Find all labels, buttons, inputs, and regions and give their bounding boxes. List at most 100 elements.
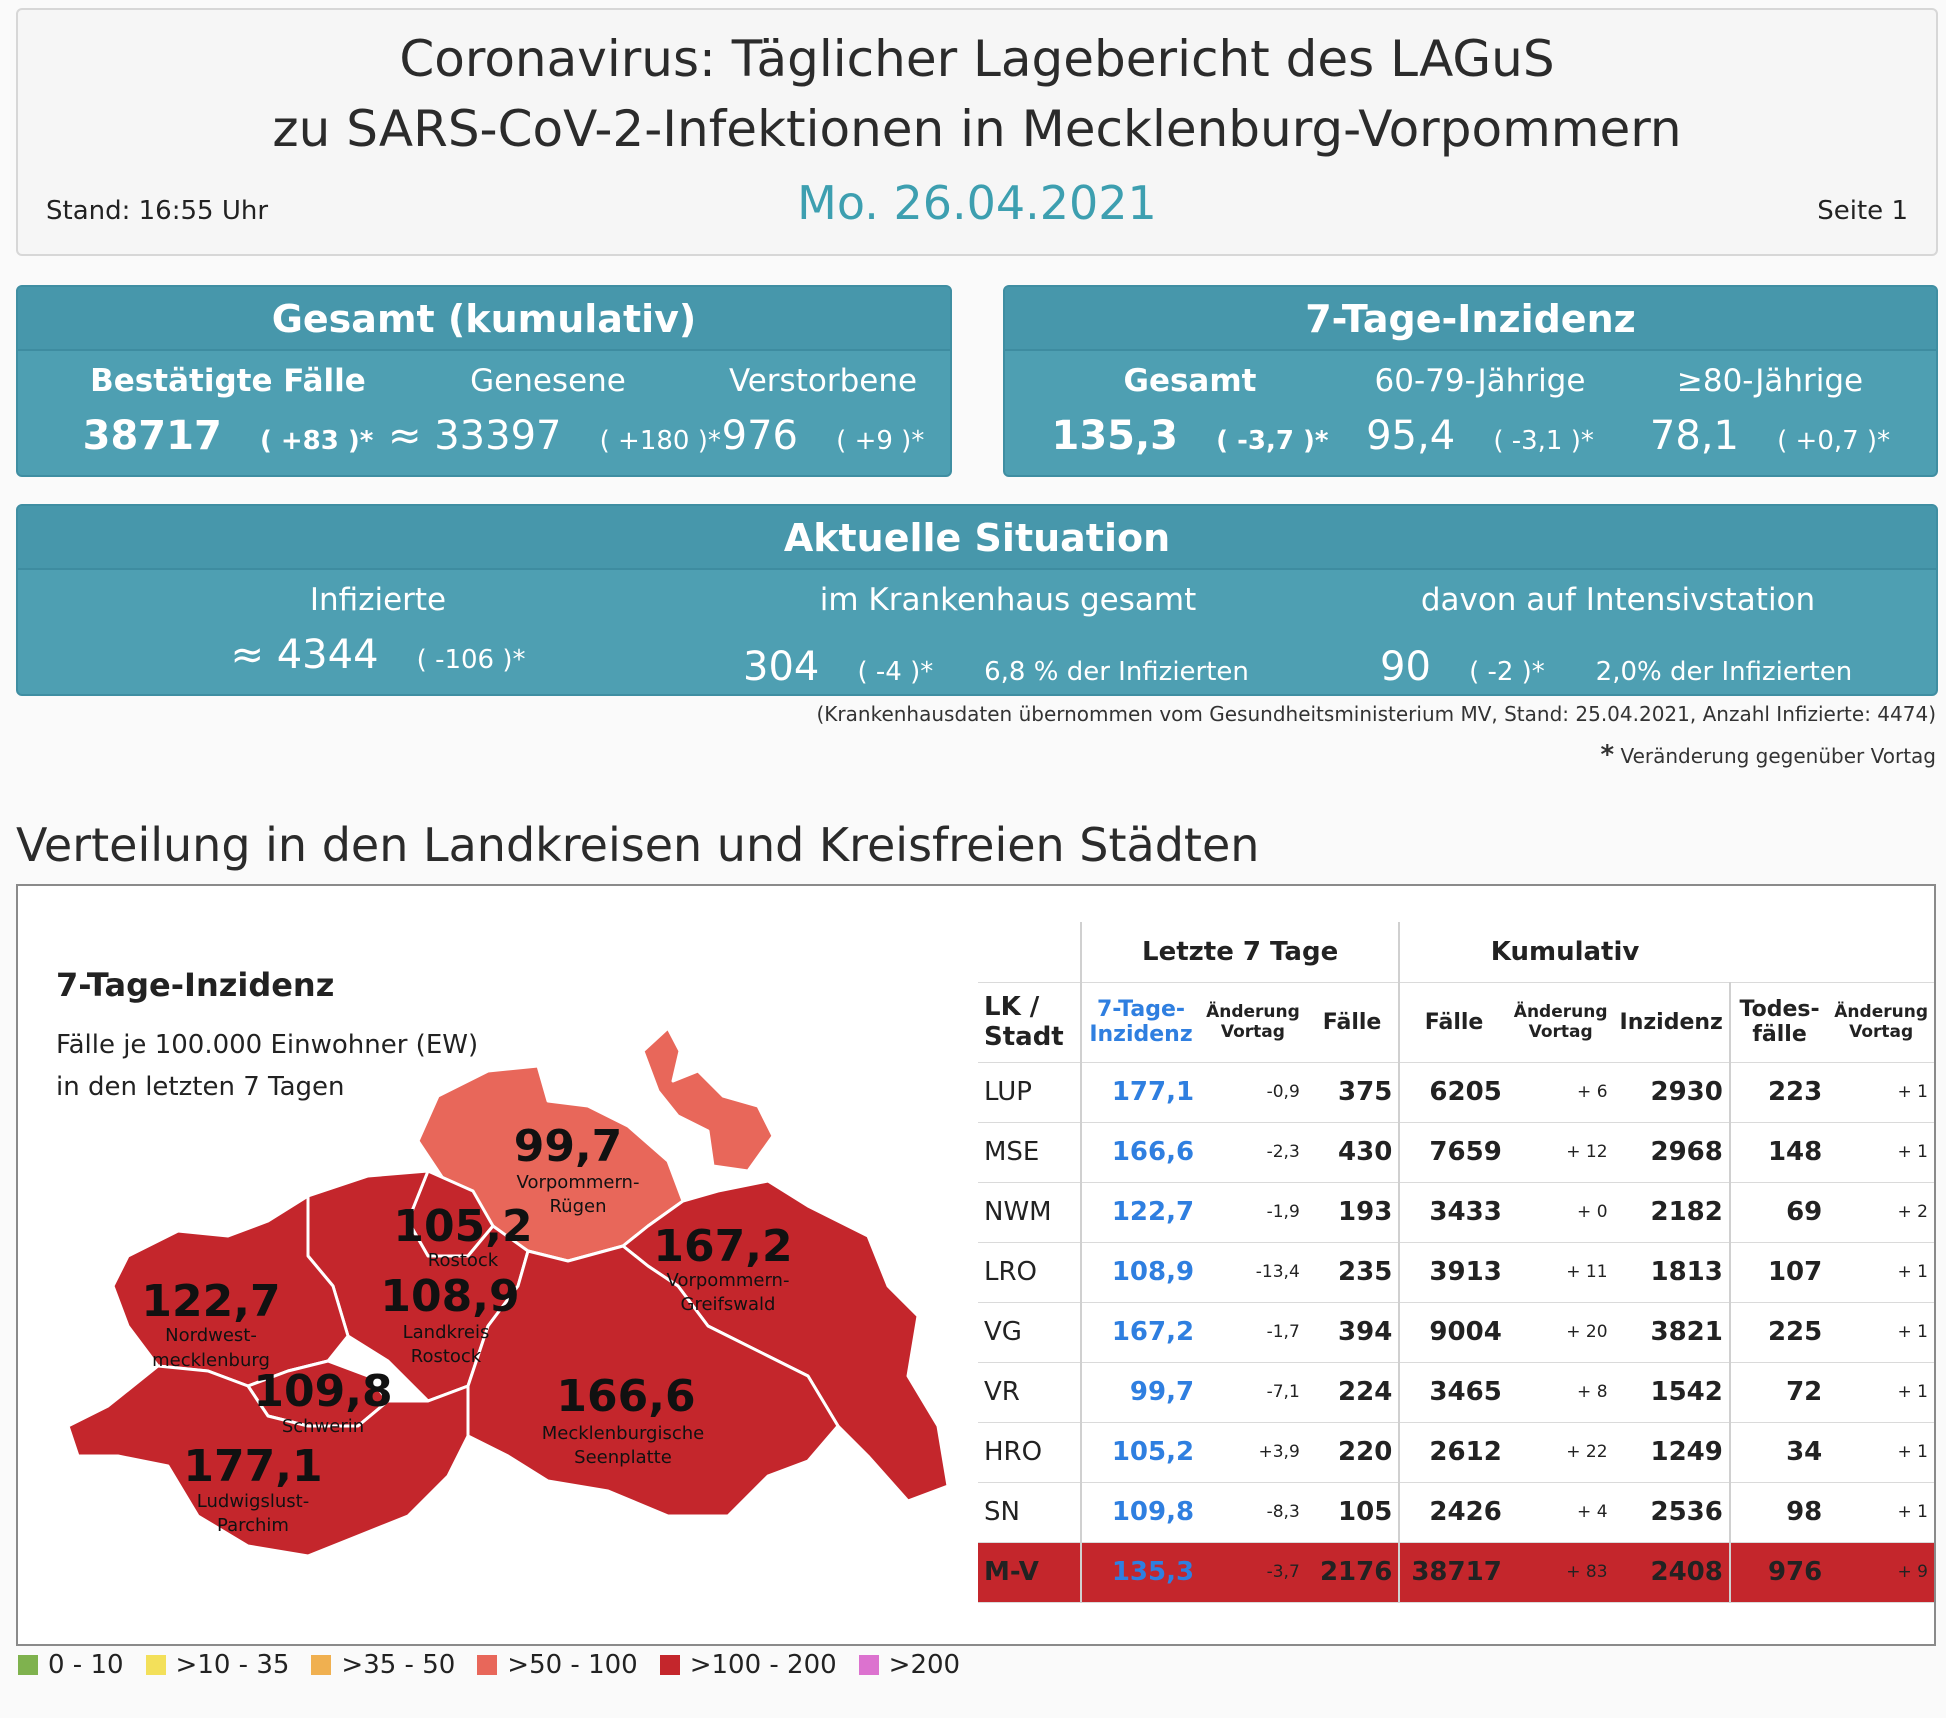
group-header-7tage: Letzte 7 Tage bbox=[1080, 922, 1401, 983]
cell-aenderung-faelle: + 12 bbox=[1507, 1122, 1614, 1183]
legend-label: >10 - 35 bbox=[175, 1650, 290, 1680]
table-row: SN 109,8 -8,3 105 2426 + 4 2536 98 + 1 bbox=[978, 1482, 1934, 1543]
cell-aenderung-tod: + 1 bbox=[1828, 1482, 1934, 1543]
col-header-aenderung-tod-2: Vortag bbox=[1849, 1022, 1914, 1042]
cell-todesfaelle: 34 bbox=[1729, 1422, 1829, 1483]
cell-inzidenz7: 105,2 bbox=[1080, 1422, 1201, 1483]
cell-aenderung-tod: + 1 bbox=[1828, 1362, 1934, 1423]
legend-swatch bbox=[477, 1655, 498, 1675]
krankenhaus-delta: ( -4 )* bbox=[857, 657, 934, 687]
cell-inzidenz7: 109,8 bbox=[1080, 1482, 1201, 1543]
faelle-label: Bestätigte Fälle bbox=[90, 363, 366, 399]
col-header-lk-1: LK / bbox=[984, 992, 1040, 1022]
inzidenz-title: 7-Tage-Inzidenz bbox=[1005, 287, 1936, 351]
cell-faelle-kum: 3433 bbox=[1399, 1182, 1508, 1243]
cell-lk: HRO bbox=[978, 1422, 1082, 1483]
krankenhaus-label: im Krankenhaus gesamt bbox=[819, 582, 1197, 618]
cell-aenderung-tod: + 9 bbox=[1828, 1542, 1934, 1603]
asterisk: * bbox=[1600, 740, 1615, 770]
cell-aenderung-tod: + 1 bbox=[1828, 1122, 1934, 1183]
cell-todesfaelle: 148 bbox=[1729, 1122, 1829, 1183]
legend-swatch bbox=[858, 1655, 879, 1675]
color-legend: 0 - 10 >10 - 35 >35 - 50 >50 - 100 >100 - 20… bbox=[18, 1650, 982, 1680]
cell-inzidenz7: 99,7 bbox=[1080, 1362, 1201, 1423]
cell-todesfaelle: 976 bbox=[1729, 1542, 1829, 1603]
legend-swatch bbox=[659, 1655, 680, 1675]
genesene-delta: ( +180 )* bbox=[599, 426, 721, 456]
cell-faelle7: 105 bbox=[1305, 1482, 1401, 1543]
map-vg-name1: Vorpommern- bbox=[667, 1270, 790, 1291]
col-header-todesfaelle-2: fälle bbox=[1752, 1022, 1807, 1047]
map-lro-name1: Landkreis bbox=[403, 1322, 490, 1343]
cell-inzidenz7: 108,9 bbox=[1080, 1242, 1201, 1303]
report-date: Mo. 26.04.2021 bbox=[797, 176, 1157, 230]
map-lup-name1: Ludwigslust- bbox=[197, 1491, 309, 1512]
gesamt-panel: Gesamt (kumulativ) Bestätigte Fälle 3871… bbox=[16, 285, 952, 477]
cell-lk: LUP bbox=[978, 1062, 1082, 1123]
cell-aenderung-tod: + 2 bbox=[1828, 1182, 1934, 1243]
cell-lk: VG bbox=[978, 1302, 1082, 1363]
stand-time: Stand: 16:55 Uhr bbox=[46, 196, 269, 226]
legend-item: >50 - 100 bbox=[477, 1650, 638, 1680]
col-header-aenderung-inz-2: Vortag bbox=[1220, 1022, 1285, 1042]
cell-aenderung-inz: -8,3 bbox=[1200, 1482, 1306, 1543]
district-map: 99,7 Vorpommern- Rügen 105,2 Rostock 167… bbox=[68, 1026, 950, 1556]
situation-panel: Aktuelle Situation Infizierte ≈ 4344 ( -… bbox=[16, 504, 1938, 696]
cell-aenderung-faelle: + 8 bbox=[1507, 1362, 1614, 1423]
faelle-delta: ( +83 )* bbox=[259, 426, 374, 456]
change-note: * Veränderung gegenüber Vortag bbox=[1601, 740, 1937, 770]
cell-faelle-kum: 2426 bbox=[1399, 1482, 1508, 1543]
legend-label: 0 - 10 bbox=[48, 1650, 124, 1680]
title-line-1: Coronavirus: Täglicher Lagebericht des L… bbox=[399, 30, 1555, 88]
inzidenz-80-label: ≥80-Jährige bbox=[1676, 363, 1864, 399]
cell-faelle7: 220 bbox=[1305, 1422, 1401, 1483]
table-row: VG 167,2 -1,7 394 9004 + 20 3821 225 + 1 bbox=[978, 1302, 1934, 1363]
legend-item: 0 - 10 bbox=[18, 1650, 124, 1680]
table-row: HRO 105,2 +3,9 220 2612 + 22 1249 34 + 1 bbox=[978, 1422, 1934, 1483]
page-number: Seite 1 bbox=[1817, 196, 1908, 226]
legend-label: >100 - 200 bbox=[689, 1650, 837, 1680]
distribution-frame: 99,7 Vorpommern- Rügen 105,2 Rostock 167… bbox=[16, 884, 1936, 1646]
cell-inzidenz-kum: 1542 bbox=[1613, 1362, 1731, 1423]
cell-aenderung-tod: + 1 bbox=[1828, 1422, 1934, 1483]
legend-swatch bbox=[145, 1655, 166, 1675]
cell-inzidenz-kum: 2930 bbox=[1613, 1062, 1731, 1123]
cell-aenderung-inz: -3,7 bbox=[1200, 1542, 1306, 1603]
cell-faelle7: 2176 bbox=[1305, 1542, 1401, 1603]
cell-todesfaelle: 72 bbox=[1729, 1362, 1829, 1423]
cell-lk: M-V bbox=[978, 1542, 1082, 1603]
cell-inzidenz-kum: 2968 bbox=[1613, 1122, 1731, 1183]
map-mse-value: 166,6 bbox=[556, 1371, 695, 1422]
col-header-aenderung-faelle-2: Vortag bbox=[1528, 1022, 1593, 1042]
cell-faelle7: 394 bbox=[1305, 1302, 1401, 1363]
table-row: MSE 166,6 -2,3 430 7659 + 12 2968 148 + 1 bbox=[978, 1122, 1934, 1183]
cell-aenderung-inz: +3,9 bbox=[1200, 1422, 1306, 1483]
map-region-lup bbox=[68, 1364, 470, 1556]
cell-todesfaelle: 223 bbox=[1729, 1062, 1829, 1123]
cell-inzidenz7: 167,2 bbox=[1080, 1302, 1201, 1363]
cell-lk: SN bbox=[978, 1482, 1082, 1543]
infizierte-label: Infizierte bbox=[309, 582, 447, 618]
table-row: LRO 108,9 -13,4 235 3913 + 11 1813 107 + 1 bbox=[978, 1242, 1934, 1303]
cell-aenderung-inz: -13,4 bbox=[1200, 1242, 1306, 1303]
legend-label: >50 - 100 bbox=[507, 1650, 638, 1680]
map-nwm-name1: Nordwest- bbox=[165, 1325, 257, 1346]
district-table: Letzte 7 Tage Kumulativ LK / Stadt 7-Tag… bbox=[978, 922, 1934, 1603]
cell-aenderung-inz: -1,9 bbox=[1200, 1182, 1306, 1243]
map-nwm-value: 122,7 bbox=[141, 1276, 280, 1327]
col-header-lk: LK / Stadt bbox=[978, 982, 1082, 1063]
cell-todesfaelle: 98 bbox=[1729, 1482, 1829, 1543]
map-lup-name2: Parchim bbox=[217, 1515, 289, 1536]
cell-inzidenz7: 122,7 bbox=[1080, 1182, 1201, 1243]
col-header-inzidenz-kum: Inzidenz bbox=[1613, 982, 1731, 1063]
cell-aenderung-faelle: + 11 bbox=[1507, 1242, 1614, 1303]
map-sn-value: 109,8 bbox=[253, 1366, 392, 1417]
title-line-2: zu SARS-CoV-2-Infektionen in Mecklenburg… bbox=[272, 100, 1682, 158]
legend-swatch bbox=[18, 1655, 38, 1675]
map-subtitle-2: in den letzten 7 Tagen bbox=[56, 1072, 345, 1102]
col-header-faelle-kum: Fälle bbox=[1399, 982, 1508, 1063]
map-hro-name: Rostock bbox=[428, 1250, 499, 1271]
cell-aenderung-tod: + 1 bbox=[1828, 1062, 1934, 1123]
cell-inzidenz7: 177,1 bbox=[1080, 1062, 1201, 1123]
cell-faelle7: 193 bbox=[1305, 1182, 1401, 1243]
